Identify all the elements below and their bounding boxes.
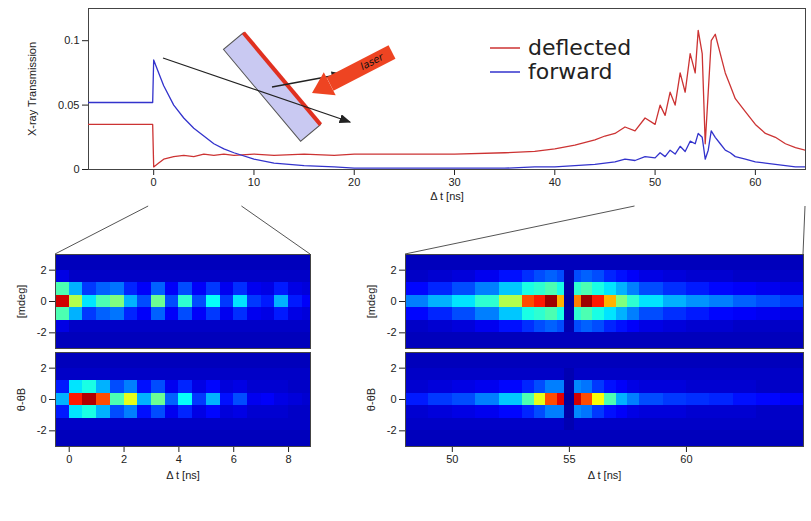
svg-text:-2: -2 — [37, 424, 47, 436]
svg-text:0: 0 — [40, 295, 46, 307]
svg-text:[mdeg]: [mdeg] — [365, 285, 377, 319]
svg-text:50: 50 — [649, 176, 661, 188]
svg-text:-2: -2 — [37, 326, 47, 338]
svg-text:0: 0 — [66, 453, 72, 465]
svg-text:Δ t [ns]: Δ t [ns] — [166, 469, 200, 481]
svg-text:2: 2 — [121, 453, 127, 465]
svg-text:60: 60 — [749, 176, 761, 188]
svg-text:0: 0 — [390, 295, 396, 307]
svg-text:2: 2 — [40, 362, 46, 374]
svg-text:0: 0 — [40, 393, 46, 405]
html-text:forward: forward — [528, 59, 613, 84]
svg-text:Δ t [ns]: Δ t [ns] — [430, 190, 464, 202]
svg-text:laser: laser — [358, 51, 385, 72]
svg-text:10: 10 — [248, 176, 260, 188]
html-text:deflected: deflected — [528, 35, 632, 60]
svg-text:55: 55 — [563, 453, 575, 465]
svg-text:2: 2 — [40, 264, 46, 276]
svg-text:0.05: 0.05 — [58, 99, 79, 111]
svg-text:60: 60 — [680, 453, 692, 465]
svg-text:4: 4 — [176, 453, 182, 465]
svg-text:2: 2 — [390, 264, 396, 276]
svg-text:2: 2 — [390, 362, 396, 374]
svg-text:6: 6 — [231, 453, 237, 465]
svg-text:8: 8 — [286, 453, 292, 465]
svg-text:20: 20 — [348, 176, 360, 188]
svg-text:50: 50 — [446, 453, 458, 465]
svg-text:[mdeg]: [mdeg] — [15, 285, 27, 319]
svg-text:θ-θB: θ-θB — [15, 388, 27, 411]
svg-text:Δ t [ns]: Δ t [ns] — [588, 469, 622, 481]
svg-text:X-ray Transmission: X-ray Transmission — [26, 42, 38, 136]
svg-text:0: 0 — [390, 393, 396, 405]
svg-text:0.1: 0.1 — [64, 34, 79, 46]
svg-text:0: 0 — [151, 176, 157, 188]
svg-text:0: 0 — [73, 163, 79, 175]
svg-text:-2: -2 — [387, 326, 397, 338]
svg-text:40: 40 — [549, 176, 561, 188]
svg-text:θ-θB: θ-θB — [365, 388, 377, 411]
svg-text:30: 30 — [448, 176, 460, 188]
svg-text:-2: -2 — [387, 424, 397, 436]
